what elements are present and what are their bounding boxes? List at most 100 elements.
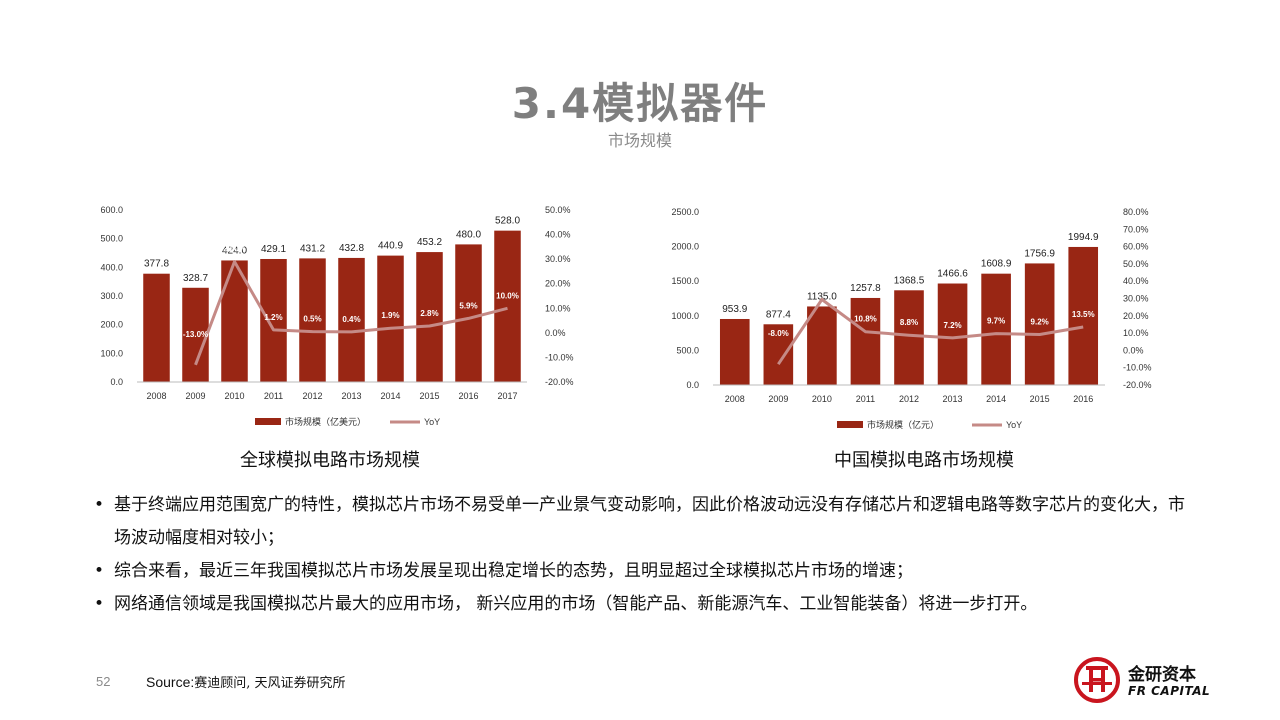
y2-tick-label: -20.0% <box>545 377 574 387</box>
yoy-value-label: 5.9% <box>459 301 477 310</box>
y-tick-label: 100.0 <box>100 348 123 358</box>
bar <box>937 283 968 385</box>
bar-value-label: 953.9 <box>722 304 747 315</box>
yoy-value-label: -13.0% <box>183 330 208 339</box>
x-tick-label: 2009 <box>768 394 788 404</box>
y2-tick-label: 70.0% <box>1123 224 1149 234</box>
y2-tick-label: 30.0% <box>1123 294 1149 304</box>
x-tick-label: 2014 <box>380 391 400 401</box>
y2-tick-label: 20.0% <box>545 279 571 289</box>
bar <box>299 258 326 382</box>
bar <box>143 273 170 382</box>
y-tick-label: 2000.0 <box>671 242 699 252</box>
yoy-line <box>777 298 1084 366</box>
bar <box>719 318 750 385</box>
y-tick-label: 0.0 <box>686 380 699 390</box>
legend-line-label: YoY <box>424 417 440 427</box>
legend-bar-label: 市场规模（亿元） <box>867 419 939 430</box>
bar-value-label: 528.0 <box>495 216 520 227</box>
y-tick-label: 300.0 <box>100 291 123 301</box>
bar <box>763 324 794 385</box>
x-tick-label: 2015 <box>1030 394 1050 404</box>
y2-tick-label: 20.0% <box>1123 311 1149 321</box>
x-tick-label: 2013 <box>943 394 963 404</box>
x-tick-label: 2017 <box>497 391 517 401</box>
bar-value-label: 424.0 <box>222 245 247 256</box>
bar-value-label: 440.9 <box>378 241 403 252</box>
y-tick-label: 400.0 <box>100 262 123 272</box>
bar-value-label: 429.1 <box>261 244 286 255</box>
y2-tick-label: 40.0% <box>545 230 571 240</box>
bar <box>807 306 837 385</box>
bar-value-label: 1135.0 <box>807 291 837 302</box>
bar-value-label: 1257.8 <box>850 283 881 294</box>
x-tick-label: 2016 <box>458 391 478 401</box>
bullet-dot: • <box>94 594 105 614</box>
bullet-text: 网络通信领域是我国模拟芯片最大的应用市场， 新兴应用的市场（智能产品、新能源汽车… <box>114 594 1038 614</box>
y-tick-label: 500.0 <box>676 345 699 355</box>
bullet-text: 综合来看，最近三年我国模拟芯片市场发展呈现出稳定增长的态势，且明显超过全球模拟芯… <box>114 561 913 581</box>
bullet-text: 基于终端应用范围宽广的特性，模拟芯片市场不易受单一产业景气变动影响，因此价格波动… <box>114 495 1185 548</box>
x-tick-label: 2012 <box>302 391 322 401</box>
y2-tick-label: 50.0% <box>1123 259 1149 269</box>
legend-line-label: YoY <box>1006 420 1022 430</box>
y2-tick-label: 30.0% <box>545 254 571 264</box>
y2-tick-label: 80.0% <box>1123 207 1149 217</box>
page-subtitle: 市场规模 <box>607 131 672 150</box>
yoy-value-label: -8.0% <box>768 329 789 338</box>
bullet-item: • 基于终端应用范围宽广的特性，模拟芯片市场不易受单一产业景气变动影响，因此价格波… <box>90 489 1200 555</box>
bar-value-label: 431.2 <box>300 243 325 254</box>
bar <box>494 230 521 382</box>
x-tick-label: 2010 <box>224 391 244 401</box>
bar-value-label: 1756.9 <box>1024 248 1055 259</box>
x-tick-label: 2012 <box>899 394 919 404</box>
legend-bar-swatch <box>837 421 863 428</box>
y2-tick-label: 0.0% <box>545 328 566 338</box>
bar <box>1068 246 1099 385</box>
yoy-value-label: 1.9% <box>381 311 399 320</box>
bar-value-label: 377.8 <box>144 259 169 270</box>
bar <box>377 255 404 382</box>
y2-tick-label: 0.0% <box>1123 345 1144 355</box>
bar-value-label: 1994.9 <box>1068 232 1099 243</box>
bar-value-label: 1368.5 <box>894 275 925 286</box>
x-tick-label: 2013 <box>341 391 361 401</box>
x-tick-label: 2015 <box>419 391 439 401</box>
yoy-value-label: 0.5% <box>303 315 321 324</box>
bar-value-label: 877.4 <box>766 309 791 320</box>
yoy-value-label: 0.4% <box>342 315 360 324</box>
yoy-value-label: 9.2% <box>1031 317 1049 326</box>
y-tick-label: 0.0 <box>110 377 123 387</box>
y2-tick-label: 10.0% <box>545 303 571 313</box>
yoy-value-label: 10.8% <box>854 315 877 324</box>
y2-tick-label: 40.0% <box>1123 276 1149 286</box>
bar <box>182 287 209 382</box>
y-tick-label: 1000.0 <box>671 311 699 321</box>
bullet-item: • 综合来看，最近三年我国模拟芯片市场发展呈现出稳定增长的态势，且明显超过全球模拟… <box>90 555 1200 588</box>
y-tick-label: 200.0 <box>100 320 123 330</box>
china-analog-market-chart: 0.0 500.0 1000.0 1500.0 2000.0 2500.0 -20.0% -1… <box>671 207 1152 430</box>
bar-value-label: 480.0 <box>456 229 481 240</box>
y2-tick-label: -10.0% <box>1123 363 1152 373</box>
bar <box>981 273 1011 385</box>
legend-bar-swatch <box>255 418 281 425</box>
legend-bar-label: 市场规模（亿美元） <box>285 416 366 427</box>
yoy-line <box>194 260 508 366</box>
x-tick-label: 2014 <box>986 394 1006 404</box>
bar <box>894 290 924 385</box>
yoy-value-label: 29.4% <box>811 283 834 292</box>
bar <box>1024 263 1055 385</box>
source-note: Source:赛迪顾问, 天风证券研究所 <box>146 672 346 691</box>
yoy-value-label: 10.0% <box>496 291 519 300</box>
x-tick-label: 2008 <box>725 394 745 404</box>
x-tick-label: 2008 <box>146 391 166 401</box>
source-label: Source: <box>146 674 195 690</box>
x-tick-label: 2010 <box>812 394 832 404</box>
yoy-value-label: 29.0% <box>223 245 246 254</box>
yoy-value-label: 9.7% <box>987 317 1005 326</box>
bar <box>338 257 365 382</box>
fr-capital-logo-icon <box>1074 657 1120 703</box>
x-tick-label: 2011 <box>264 391 283 401</box>
bullet-list: • 基于终端应用范围宽广的特性，模拟芯片市场不易受单一产业景气变动影响，因此价格波… <box>90 489 1200 621</box>
logo-name-cn: 金研资本 <box>1128 665 1196 685</box>
